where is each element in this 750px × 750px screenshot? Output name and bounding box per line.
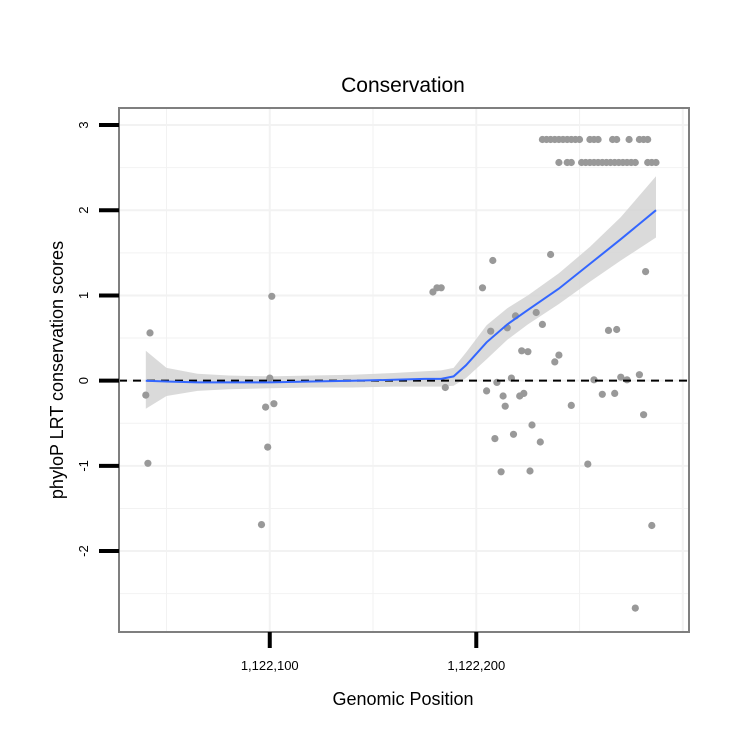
data-point — [635, 371, 644, 379]
data-point — [144, 459, 152, 467]
y-axis-title: phyloP LRT conservation scores — [47, 241, 67, 499]
data-point — [270, 400, 278, 408]
data-point — [648, 521, 656, 530]
data-point — [262, 403, 270, 411]
data-point — [631, 604, 639, 612]
plot-panel — [119, 108, 689, 632]
data-point — [489, 256, 497, 265]
data-point — [555, 351, 563, 359]
data-point — [631, 158, 639, 167]
data-point — [642, 268, 650, 276]
data-point — [497, 468, 505, 476]
data-point — [551, 358, 559, 366]
data-point — [652, 158, 660, 167]
data-point — [483, 387, 491, 395]
smooth-trend-line — [145, 209, 657, 384]
data-point — [268, 292, 276, 300]
data-point — [536, 438, 544, 446]
data-point — [146, 329, 154, 337]
y-tick-label: 3 — [76, 121, 91, 128]
data-point — [567, 158, 575, 167]
y-tick-label: -2 — [76, 545, 91, 557]
data-point — [604, 326, 613, 334]
data-point — [594, 135, 602, 144]
data-point — [499, 392, 507, 400]
data-point — [441, 383, 449, 392]
y-tick-label: 0 — [76, 377, 91, 384]
x-tick-label: 1,122,200 — [447, 658, 505, 673]
data-point — [491, 435, 499, 443]
data-point — [567, 401, 575, 409]
data-point — [547, 250, 555, 259]
data-point — [524, 348, 532, 356]
data-point — [617, 373, 625, 381]
data-point — [555, 158, 563, 167]
y-tick-label: 2 — [76, 207, 91, 214]
panel-border — [118, 107, 690, 633]
data-point — [528, 421, 536, 429]
data-point — [437, 284, 445, 292]
data-point — [584, 460, 592, 468]
data-point — [142, 391, 150, 399]
data-point — [538, 320, 547, 328]
data-point — [266, 374, 274, 382]
x-axis-ticks: 1,122,100 1,122,200 — [241, 632, 505, 673]
data-point — [532, 308, 540, 317]
data-point — [264, 443, 272, 451]
y-tick-label: -1 — [76, 460, 91, 472]
data-point — [640, 411, 648, 419]
chart-title: Conservation — [341, 74, 465, 97]
x-axis-title: Genomic Position — [332, 689, 473, 709]
data-point — [257, 521, 266, 529]
data-point — [526, 467, 534, 475]
data-point — [509, 430, 518, 438]
data-point — [613, 325, 621, 334]
data-point — [501, 402, 509, 410]
data-point — [644, 135, 652, 144]
data-point — [598, 390, 606, 398]
data-point — [478, 284, 487, 292]
data-point — [518, 347, 526, 355]
data-points — [142, 135, 660, 612]
y-axis-ticks: -2 -1 0 1 2 3 — [76, 121, 119, 557]
data-point — [613, 135, 621, 144]
y-tick-label: 1 — [76, 292, 91, 299]
data-point — [575, 135, 584, 144]
data-point — [520, 389, 528, 397]
x-tick-label: 1,122,100 — [241, 658, 299, 673]
data-point — [487, 327, 495, 335]
data-point — [625, 135, 633, 144]
data-point — [611, 389, 619, 397]
